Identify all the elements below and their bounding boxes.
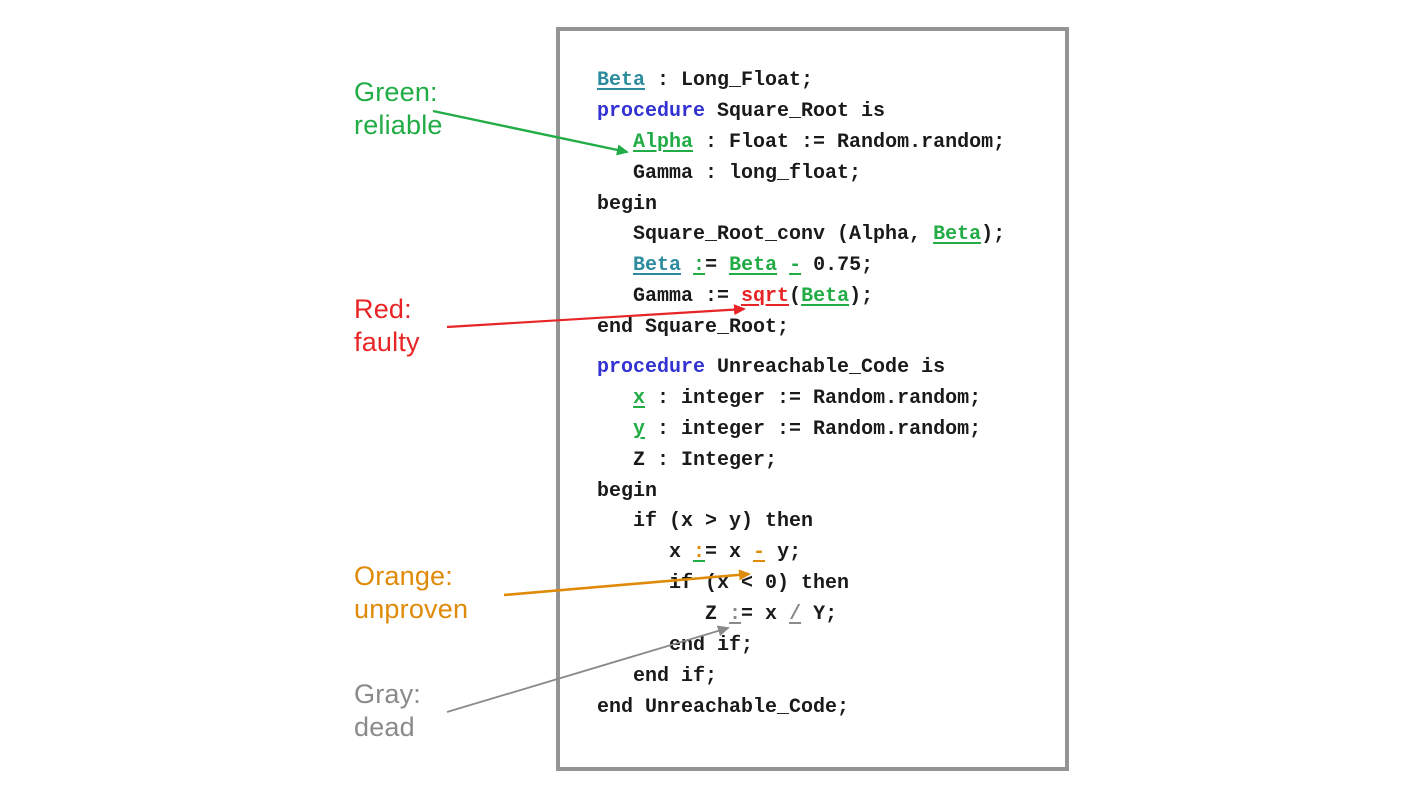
code-token: end if; (597, 634, 754, 658)
code-token-green-underline: y (633, 417, 646, 441)
gray-label-line: Gray: (354, 679, 422, 709)
code-line: end Square_Root; (597, 313, 1005, 344)
code-line: x := x - y; (597, 538, 1005, 569)
code-token: Z : Integer; (597, 448, 778, 472)
code-line: Beta := Beta - 0.75; (597, 251, 1005, 282)
code-line: Beta : Long_Float; (597, 66, 1005, 97)
code-token-keyword: procedure (597, 99, 706, 123)
code-token: end Unreachable_Code; (597, 695, 850, 719)
code-line: x : integer := Random.random; (597, 384, 1005, 415)
code-line: procedure Square_Root is (597, 97, 1005, 128)
code-token-green-underline: Beta (729, 254, 778, 278)
code-line: Alpha : Float := Random.random; (597, 128, 1005, 159)
code-line: begin (597, 190, 1005, 221)
code-token (777, 254, 789, 277)
code-line: end Unreachable_Code; (597, 693, 1005, 724)
code-token (597, 131, 633, 154)
code-token (597, 418, 633, 441)
code-token: : integer := Random.random; (645, 386, 982, 410)
code-token: if (x < 0) then (597, 572, 850, 596)
gray-label: Gray: dead (354, 678, 421, 744)
code-token-teal-underline: Beta (597, 69, 646, 92)
code-line: procedure Unreachable_Code is (597, 353, 1005, 384)
code-token-green-underline: Alpha (633, 130, 694, 154)
code-token-green-underline: : (693, 254, 706, 278)
code-token: : Long_Float; (645, 69, 814, 92)
code-line: Z := x / Y; (597, 600, 1005, 631)
code-line: if (x > y) then (597, 507, 1005, 538)
code-token: end if; (597, 664, 718, 688)
code-token (681, 254, 693, 277)
code-token: if (x > y) then (597, 510, 814, 534)
green-label: Green: reliable (354, 76, 443, 142)
code-content: Beta : Long_Float; procedure Square_Root … (597, 66, 1005, 724)
code-line: Gamma : long_float; (597, 159, 1005, 190)
orange-label-line: Orange: (354, 561, 453, 591)
code-line: Gamma := sqrt(Beta); (597, 282, 1005, 313)
code-token: ( (789, 285, 802, 309)
code-token: y; (765, 541, 802, 565)
code-token (597, 254, 633, 277)
code-token: Square_Root_conv (Alpha, (597, 223, 934, 247)
code-line: end if; (597, 631, 1005, 662)
code-token: Unreachable_Code is (705, 356, 946, 380)
code-token: end Square_Root; (597, 316, 790, 340)
code-token: : integer := Random.random; (645, 417, 982, 441)
code-token: Gamma := (597, 285, 742, 309)
code-line: Z : Integer; (597, 446, 1005, 477)
code-token: Z (597, 603, 730, 627)
code-token: begin (597, 192, 658, 216)
code-token: = x (705, 541, 754, 565)
code-token-teal-underline: Beta (633, 254, 682, 278)
code-token-gray-underline: : (729, 603, 742, 627)
code-line: Square_Root_conv (Alpha, Beta); (597, 220, 1005, 251)
code-token (597, 387, 633, 410)
code-token: Square_Root is (705, 99, 886, 123)
red-label-line: Red: (354, 294, 412, 324)
code-token-green-underline: Beta (801, 285, 850, 309)
code-token: = (705, 254, 730, 278)
orange-label: Orange: unproven (354, 560, 468, 626)
code-line: if (x < 0) then (597, 569, 1005, 600)
code-token: 0.75; (801, 254, 874, 278)
green-label-line: reliable (354, 110, 443, 140)
code-token: begin (597, 479, 658, 503)
code-token: : Float := Random.random; (693, 130, 1006, 154)
code-token-gray-underline: / (789, 603, 802, 627)
code-line: begin (597, 477, 1005, 508)
code-panel: Beta : Long_Float; procedure Square_Root … (556, 27, 1069, 771)
code-token: Gamma : long_float; (597, 161, 862, 185)
code-token-orange-underline: - (753, 541, 766, 565)
red-label: Red: faulty (354, 293, 420, 359)
code-token-green-underline: x (633, 386, 646, 410)
code-token: Y; (801, 603, 838, 627)
code-token-orange-on-green: : (693, 541, 706, 565)
code-token: ); (981, 223, 1006, 247)
code-token-green-underline: Beta (933, 223, 982, 247)
code-token-keyword: procedure (597, 356, 706, 380)
code-token: = x (741, 603, 790, 627)
gray-label-line: dead (354, 712, 415, 742)
red-label-line: faulty (354, 327, 420, 357)
code-blank-line (597, 344, 1005, 353)
code-token: x (597, 541, 694, 565)
code-token-green-underline: - (789, 254, 802, 278)
green-label-line: Green: (354, 77, 438, 107)
orange-label-line: unproven (354, 594, 469, 624)
code-line: y : integer := Random.random; (597, 415, 1005, 446)
code-token-red-underline: sqrt (741, 285, 790, 309)
code-token: ); (849, 285, 874, 309)
code-line: end if; (597, 662, 1005, 693)
